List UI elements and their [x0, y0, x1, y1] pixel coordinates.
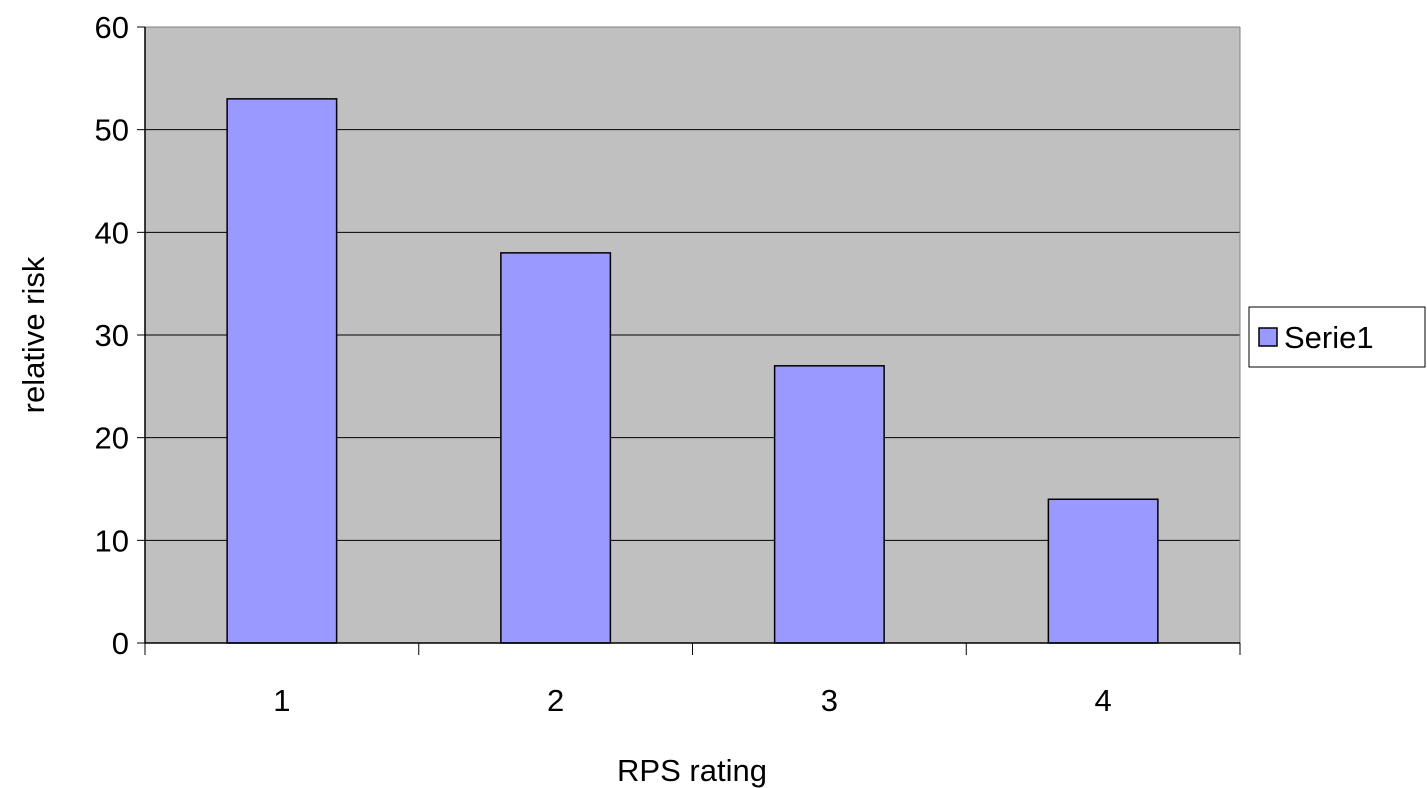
- bar: [1047, 498, 1159, 644]
- y-tick-label: 50: [95, 113, 129, 148]
- y-axis-title: relative risk: [16, 256, 51, 413]
- x-tick-label: 3: [821, 683, 838, 718]
- bar: [500, 252, 612, 644]
- x-tick-label: 4: [1095, 683, 1112, 718]
- y-tick-label: 0: [112, 626, 129, 661]
- y-tick-label: 20: [95, 421, 129, 456]
- legend: Serie1: [1248, 306, 1426, 368]
- y-tick-labels: 0 10 20 30 40 50 60: [95, 10, 129, 661]
- y-tick-label: 60: [95, 10, 129, 45]
- bar: [226, 98, 338, 644]
- legend-label: Serie1: [1284, 320, 1374, 355]
- y-tick-label: 40: [95, 215, 129, 250]
- axes: [137, 26, 1241, 655]
- legend-swatch: [1258, 327, 1278, 347]
- y-tick-label: 30: [95, 318, 129, 353]
- legend-box: [1248, 306, 1426, 368]
- x-tick-labels: 1 2 3 4: [273, 683, 1112, 718]
- x-tick-label: 2: [547, 683, 564, 718]
- y-tick-label: 10: [95, 523, 129, 558]
- x-tick-label: 1: [273, 683, 290, 718]
- x-axis-title: RPS rating: [617, 753, 767, 788]
- bars: [226, 98, 1159, 644]
- bar: [773, 365, 885, 644]
